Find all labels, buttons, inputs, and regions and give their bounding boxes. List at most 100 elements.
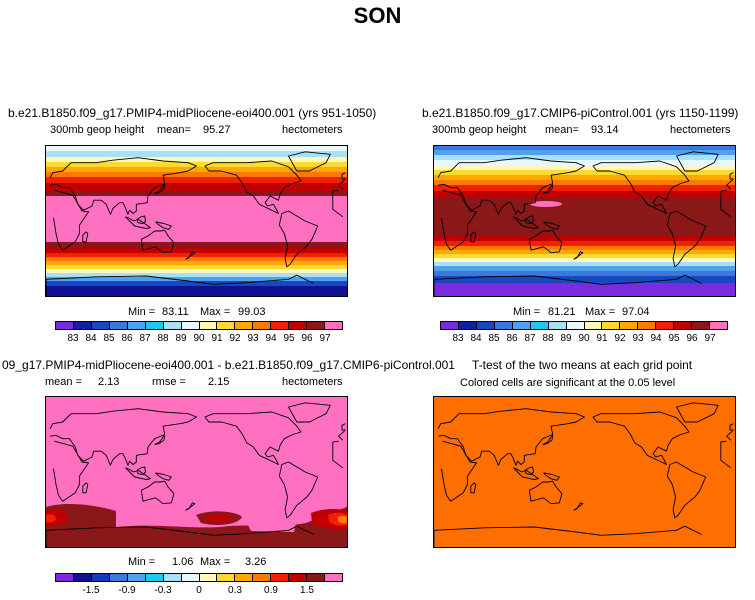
coastline — [720, 442, 732, 469]
coastline — [46, 274, 314, 285]
coastline — [341, 429, 346, 431]
coastline — [140, 229, 175, 254]
coastline — [729, 429, 734, 431]
colorbar-tick-label: 90 — [193, 333, 205, 344]
panel-3-min-label: Min = — [128, 556, 156, 568]
colorbar-swatch — [235, 574, 254, 581]
colorbar-tick-label: 91 — [211, 333, 223, 344]
colorbar-tick-label: 0 — [196, 585, 202, 596]
colorbar-tick-label: 95 — [283, 333, 295, 344]
coastline — [278, 210, 319, 268]
colorbar-swatch — [109, 574, 128, 581]
coastline — [437, 408, 585, 466]
coastline — [726, 178, 734, 186]
panel-1-max-label: Max = — [200, 306, 231, 318]
coastline — [125, 216, 151, 229]
colorbar-swatch — [235, 322, 254, 329]
panel-1-variable-label: 300mb geop height — [50, 124, 145, 136]
colorbar-swatch — [127, 574, 146, 581]
coastline — [332, 189, 339, 192]
coastline — [154, 183, 166, 194]
panel-3-min-value: 1.06 — [172, 556, 194, 568]
colorbar-swatch — [620, 322, 639, 329]
colorbar-tick-label: 89 — [560, 333, 572, 344]
colorbar-tick-label: 92 — [614, 333, 626, 344]
panel-2-colorbar-ticks: 83 84 85 86 87 88 89 90 91 92 93 94 95 96 97 — [440, 333, 728, 345]
colorbar-swatch — [512, 322, 531, 329]
coastline — [528, 229, 563, 254]
panel-2-mean-label: mean= — [545, 124, 579, 136]
coastline — [543, 472, 560, 481]
panel-3-title: 09_g17.PMIP4-midPliocene-eoi400.001 - b.… — [2, 358, 455, 372]
colorbar-tick-label: 87 — [139, 333, 151, 344]
coastline — [49, 408, 197, 466]
panel-1-map — [45, 145, 348, 297]
panel-3-mean-label: mean = — [45, 376, 82, 388]
coastline — [140, 480, 175, 505]
coastline — [155, 472, 172, 481]
coastline — [154, 434, 166, 445]
coastline — [341, 178, 346, 180]
colorbar-swatch — [441, 322, 459, 329]
coastline — [82, 231, 89, 243]
colorbar-tick-label: 90 — [578, 333, 590, 344]
colorbar-swatch — [566, 322, 585, 329]
colorbar-swatch — [145, 574, 164, 581]
colorbar-swatch — [91, 322, 110, 329]
colorbar-swatch — [217, 574, 236, 581]
colorbar-swatch — [253, 322, 272, 329]
panel-2-min-label: Min = — [513, 306, 541, 318]
colorbar-tick-label: 93 — [632, 333, 644, 344]
colorbar-swatch — [307, 574, 326, 581]
colorbar-swatch — [109, 322, 128, 329]
colorbar-swatch — [181, 322, 200, 329]
panel-1-max-value: 99.03 — [238, 306, 266, 318]
colorbar-tick-label: 84 — [470, 333, 482, 344]
panel-3-max-value: 3.26 — [245, 556, 267, 568]
coastline — [726, 184, 732, 190]
coastline — [46, 525, 314, 536]
panel-1-colorbar — [55, 321, 343, 330]
colorbar-swatch — [674, 322, 693, 329]
colorbar-swatch — [530, 322, 549, 329]
panel-3-rmse-label: rmse = — [152, 376, 186, 388]
coastline — [542, 183, 554, 194]
colorbar-tick-label: 1.5 — [300, 585, 314, 596]
coastline — [125, 467, 151, 480]
panel-1-mean-label: mean= — [157, 124, 191, 136]
colorbar-tick-label: 86 — [121, 333, 133, 344]
colorbar-swatch — [710, 322, 727, 329]
coastline — [341, 423, 346, 431]
coastline — [524, 215, 534, 224]
colorbar-swatch — [145, 322, 164, 329]
panel-1-min-value: 83.11 — [162, 306, 189, 318]
colorbar-swatch — [181, 574, 200, 581]
colorbar-swatch — [289, 574, 308, 581]
colorbar-swatch — [91, 574, 110, 581]
coastline — [338, 184, 344, 190]
panel-3-mean-value: 2.13 — [98, 376, 120, 388]
panel-3-units: hectometers — [282, 376, 343, 388]
coastline — [666, 210, 707, 268]
panel-1-units: hectometers — [282, 124, 343, 136]
coastline — [341, 172, 346, 180]
colorbar-swatch — [56, 322, 74, 329]
colorbar-tick-label: 96 — [301, 333, 313, 344]
colorbar-tick-label: 92 — [229, 333, 241, 344]
colorbar-swatch — [494, 322, 513, 329]
coastline — [726, 429, 734, 437]
colorbar-swatch — [476, 322, 495, 329]
colorbar-tick-label: 97 — [319, 333, 331, 344]
colorbar-tick-label: 86 — [506, 333, 518, 344]
colorbar-swatch — [602, 322, 621, 329]
colorbar-swatch — [127, 322, 146, 329]
coastline — [49, 157, 197, 215]
colorbar-tick-label: 83 — [67, 333, 79, 344]
coastline — [136, 466, 146, 475]
coastline — [729, 178, 734, 180]
colorbar-swatch — [73, 574, 92, 581]
panel-1-title: b.e21.B1850.f09_g17.PMIP4-midPliocene-eo… — [8, 106, 377, 120]
coastline — [592, 160, 690, 214]
colorbar-tick-label: 89 — [175, 333, 187, 344]
colorbar-tick-label: 84 — [85, 333, 97, 344]
